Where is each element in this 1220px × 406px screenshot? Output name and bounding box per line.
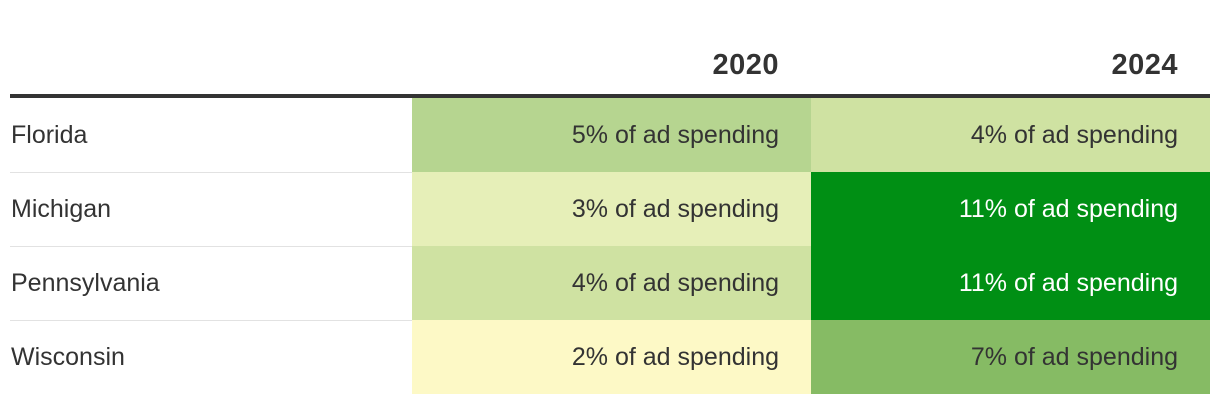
header-2024: 2024 xyxy=(1111,48,1178,81)
table-row: Wisconsin 2% of ad spending 7% of ad spend… xyxy=(10,320,1210,394)
header-2020: 2020 xyxy=(712,48,779,81)
table-header: 2020 2024 xyxy=(10,36,1210,98)
state-label: Pennsylvania xyxy=(10,246,412,320)
state-label: Wisconsin xyxy=(10,320,412,394)
table-row: Pennsylvania 4% of ad spending 11% of ad s… xyxy=(10,246,1210,320)
value-cell-2020: 3% of ad spending xyxy=(412,172,811,246)
value-cell-2024: 4% of ad spending xyxy=(811,98,1210,172)
value-cell-2020: 4% of ad spending xyxy=(412,246,811,320)
state-label: Michigan xyxy=(10,172,412,246)
table-row: Michigan 3% of ad spending 11% of ad spend… xyxy=(10,172,1210,246)
header-state xyxy=(10,36,412,94)
value-cell-2024: 7% of ad spending xyxy=(811,320,1210,394)
value-cell-2024: 11% of ad spending xyxy=(811,172,1210,246)
value-cell-2024: 11% of ad spending xyxy=(811,246,1210,320)
value-cell-2020: 2% of ad spending xyxy=(412,320,811,394)
ad-spending-table: 2020 2024 Florida 5% of ad spending 4% of … xyxy=(10,36,1210,394)
state-label: Florida xyxy=(11,120,88,149)
table-body: Florida 5% of ad spending 4% of ad spendin… xyxy=(10,98,1210,394)
table-row: Florida 5% of ad spending 4% of ad spendin… xyxy=(10,98,1210,172)
value-cell-2020: 5% of ad spending xyxy=(412,98,811,172)
